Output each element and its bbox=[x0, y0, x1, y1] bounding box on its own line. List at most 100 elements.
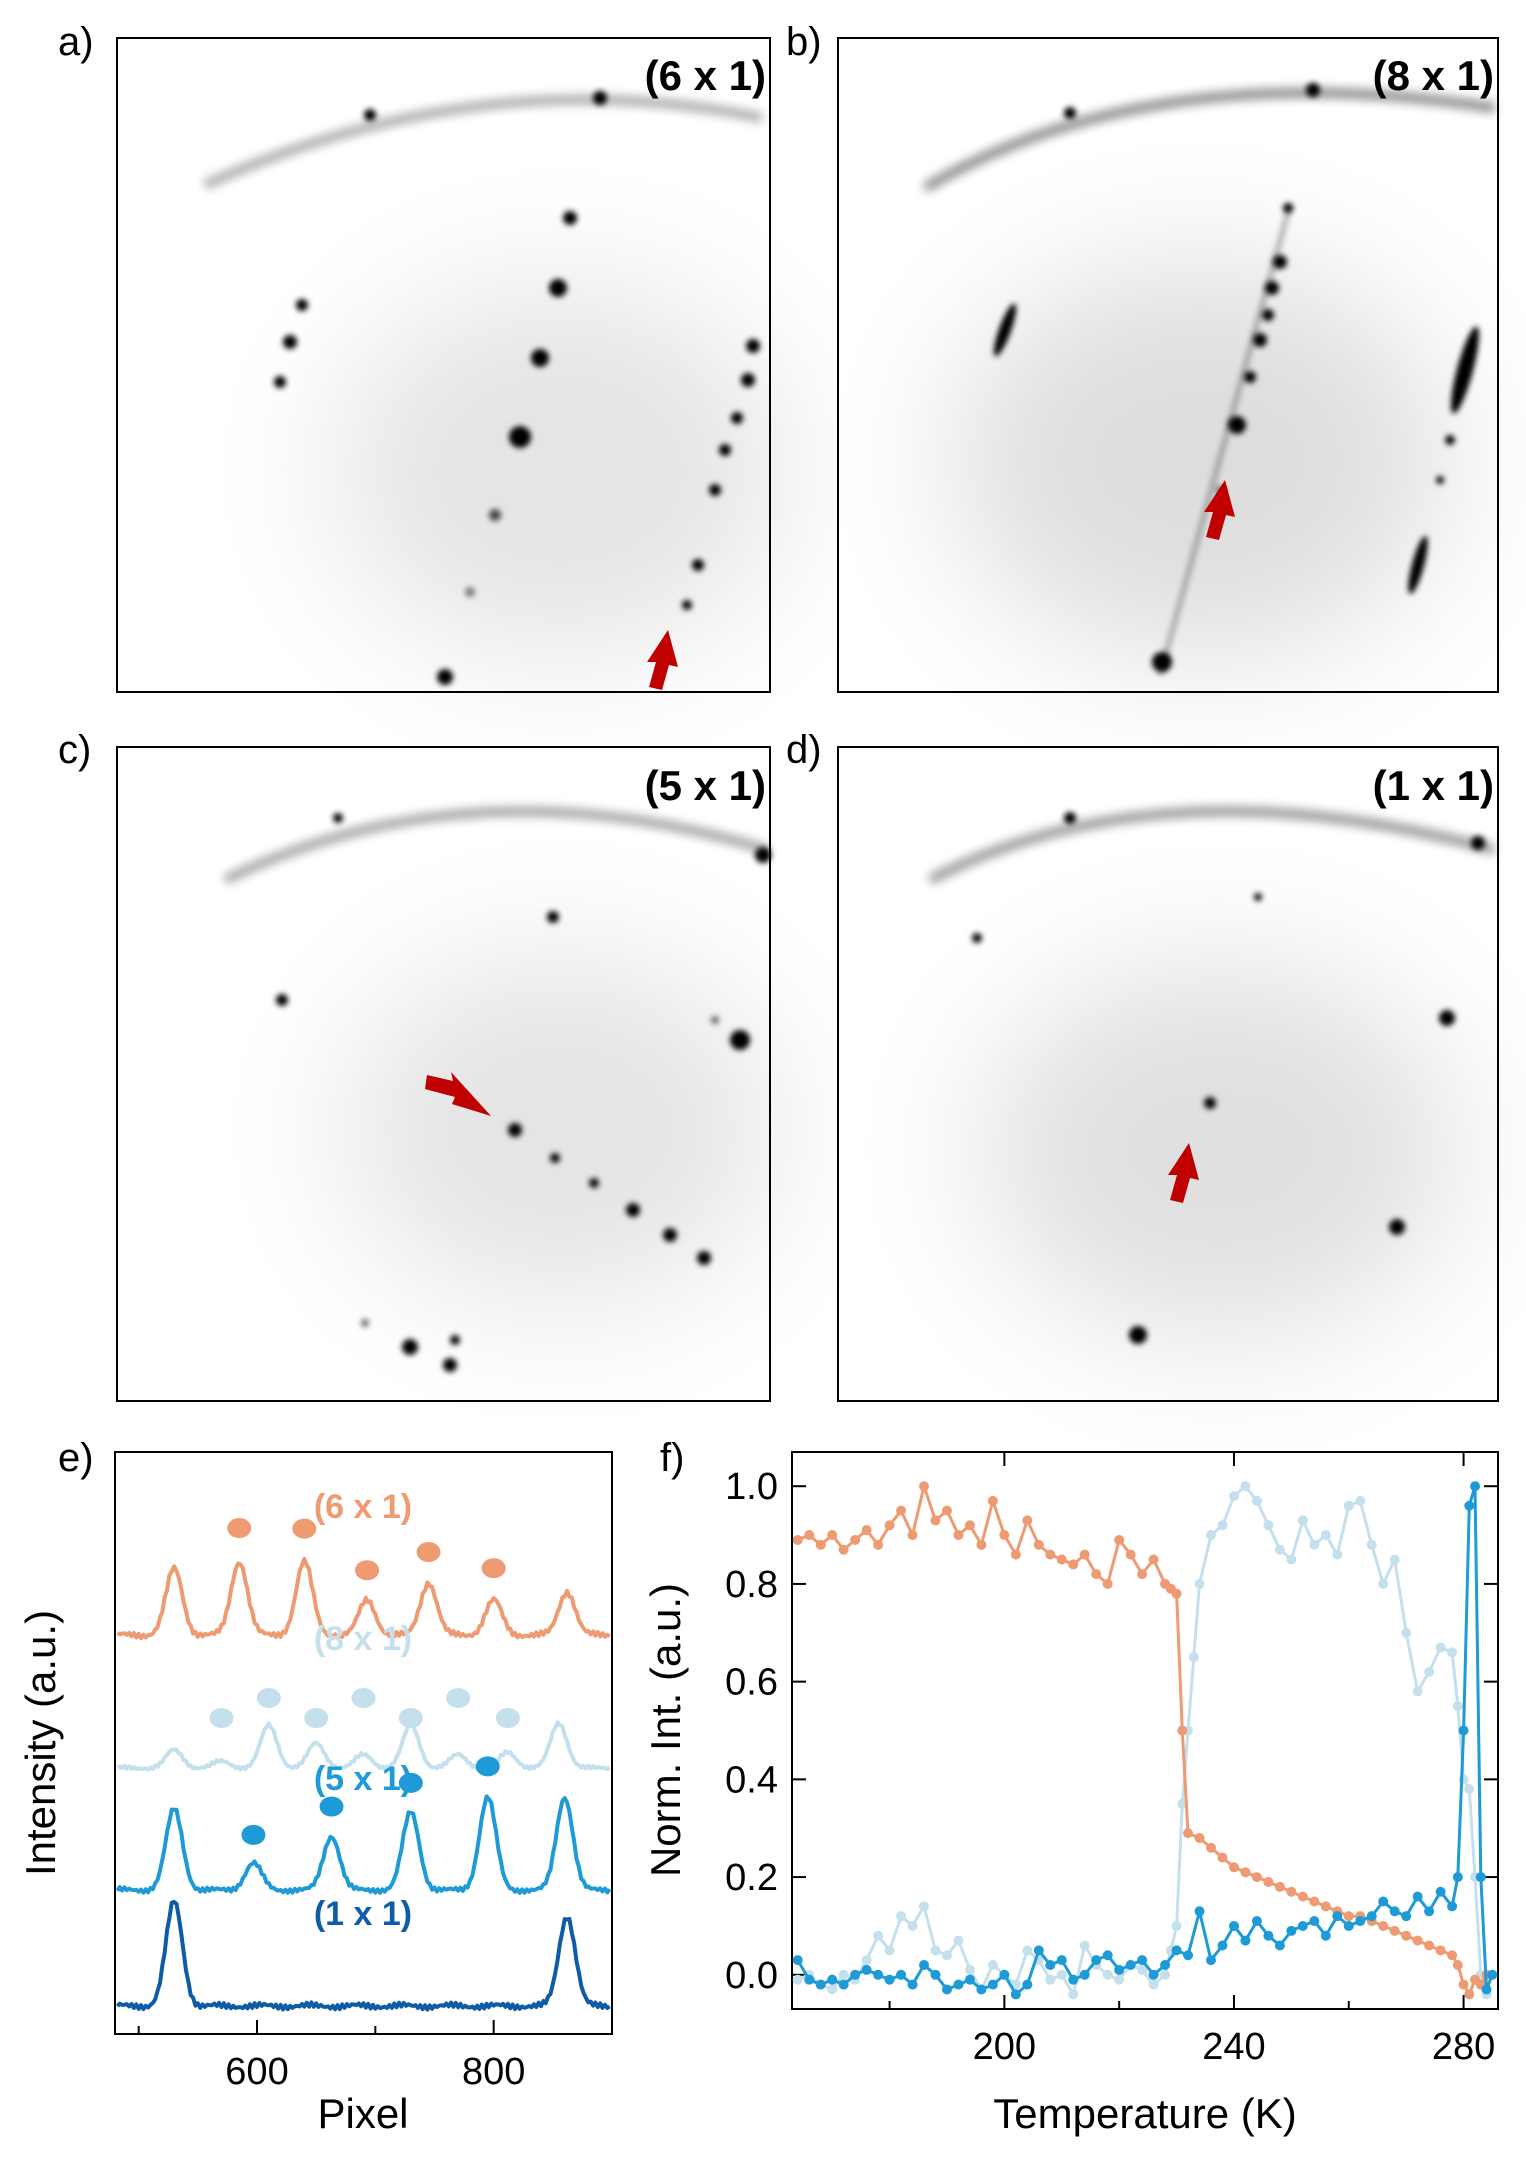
data-point-f-0-11 bbox=[919, 1481, 930, 1492]
data-point-f-0-59 bbox=[1447, 1950, 1458, 1961]
data-point-f-1-25 bbox=[1079, 1940, 1090, 1951]
data-point-f-1-59 bbox=[1435, 1642, 1446, 1653]
data-point-f-0-56 bbox=[1412, 1935, 1423, 1946]
series-label-e-2: (5 x 1) bbox=[314, 1760, 412, 1798]
leed-panel-a: a) (6 x 1) bbox=[58, 20, 790, 693]
data-point-f-1-15 bbox=[964, 1964, 975, 1975]
data-point-f-1-46 bbox=[1286, 1554, 1297, 1565]
data-point-f-2-27 bbox=[1102, 1950, 1113, 1961]
data-point-f-2-21 bbox=[1033, 1945, 1044, 1956]
series-label-e-0: (6 x 1) bbox=[314, 1488, 412, 1526]
data-point-f-1-3 bbox=[827, 1984, 838, 1995]
data-point-f-1-17 bbox=[987, 1960, 998, 1971]
data-point-f-0-26 bbox=[1091, 1569, 1102, 1580]
panel-tag-a: (6 x 1) bbox=[645, 52, 766, 99]
plot-frame-f bbox=[791, 1451, 1499, 2010]
data-point-f-1-0 bbox=[792, 1974, 803, 1985]
data-point-f-1-6 bbox=[861, 1955, 872, 1966]
panel-tag-c: (5 x 1) bbox=[645, 762, 766, 809]
data-point-f-1-43 bbox=[1251, 1495, 1262, 1506]
data-point-f-2-45 bbox=[1309, 1916, 1320, 1927]
data-point-f-2-64 bbox=[1487, 1969, 1498, 1980]
data-point-f-2-15 bbox=[964, 1974, 975, 1985]
data-point-f-1-14 bbox=[953, 1935, 964, 1946]
data-point-f-0-21 bbox=[1033, 1539, 1044, 1550]
series-line-e-1 bbox=[116, 1720, 611, 1772]
data-point-f-2-35 bbox=[1194, 1906, 1205, 1917]
data-point-f-0-48 bbox=[1320, 1901, 1331, 1912]
y-tick-label-f-0.4: 0.4 bbox=[725, 1759, 778, 1801]
data-point-f-1-13 bbox=[941, 1950, 952, 1961]
data-point-f-1-55 bbox=[1389, 1554, 1400, 1565]
x-tick-label-f-240: 240 bbox=[1202, 2026, 1265, 2068]
y-tick-label-f-0.2: 0.2 bbox=[725, 1857, 778, 1899]
data-point-f-2-28 bbox=[1114, 1964, 1125, 1975]
peak-marker-e-0-4 bbox=[481, 1558, 506, 1579]
peak-marker-e-1-3 bbox=[351, 1688, 376, 1708]
data-point-f-2-44 bbox=[1297, 1920, 1308, 1931]
y-axis-label-f: Norm. Int. (a.u.) bbox=[642, 1583, 689, 1877]
data-point-f-0-23 bbox=[1056, 1554, 1067, 1565]
data-point-f-0-18 bbox=[999, 1530, 1010, 1541]
data-point-f-2-60 bbox=[1464, 1500, 1475, 1511]
data-point-f-1-57 bbox=[1412, 1686, 1423, 1697]
data-point-f-0-54 bbox=[1389, 1925, 1400, 1936]
data-point-f-1-24 bbox=[1068, 1989, 1079, 2000]
data-point-f-2-25 bbox=[1079, 1969, 1090, 1980]
leed-image-a bbox=[203, 91, 790, 685]
data-point-f-0-12 bbox=[930, 1515, 941, 1526]
peak-marker-e-1-2 bbox=[304, 1708, 329, 1728]
data-point-f-0-38 bbox=[1206, 1842, 1217, 1853]
data-point-f-0-53 bbox=[1378, 1920, 1389, 1931]
data-point-f-1-34 bbox=[1171, 1920, 1182, 1931]
data-point-f-2-4 bbox=[838, 1979, 849, 1990]
data-point-f-1-23 bbox=[1056, 1969, 1067, 1980]
data-point-f-2-42 bbox=[1274, 1940, 1285, 1951]
data-point-f-2-59 bbox=[1458, 1725, 1469, 1736]
data-point-f-2-23 bbox=[1056, 1955, 1067, 1966]
peak-marker-e-1-4 bbox=[398, 1708, 423, 1728]
data-point-f-2-61 bbox=[1470, 1481, 1481, 1492]
y-tick-label-f-0.8: 0.8 bbox=[725, 1564, 778, 1606]
data-point-f-0-13 bbox=[941, 1505, 952, 1516]
series-line-e-3 bbox=[115, 1900, 611, 2012]
data-point-f-2-39 bbox=[1240, 1935, 1251, 1946]
series-label-e-1: (8 x 1) bbox=[314, 1620, 412, 1658]
x-tick-label-f-280: 280 bbox=[1432, 2026, 1495, 2068]
leed-panel-d: d) (1 x 1) bbox=[786, 728, 1499, 1402]
data-point-f-1-45 bbox=[1274, 1544, 1285, 1555]
x-tick-label-e-800: 800 bbox=[462, 2051, 525, 2093]
data-point-f-1-56 bbox=[1401, 1627, 1412, 1638]
arrow-a bbox=[647, 630, 678, 690]
data-point-f-0-5 bbox=[850, 1534, 861, 1545]
data-point-f-1-48 bbox=[1309, 1539, 1320, 1550]
peak-marker-e-1-0 bbox=[209, 1708, 234, 1728]
data-point-f-0-9 bbox=[896, 1505, 907, 1516]
data-point-f-0-2 bbox=[815, 1539, 826, 1550]
x-axis-e: 600 800 bbox=[137, 2020, 613, 2093]
arrow-d bbox=[1168, 1143, 1199, 1203]
series-line-e-2 bbox=[115, 1794, 612, 1895]
data-point-f-1-40 bbox=[1217, 1520, 1228, 1531]
data-point-f-1-20 bbox=[1022, 1945, 1033, 1956]
data-point-f-0-42 bbox=[1251, 1872, 1262, 1883]
data-point-f-0-27 bbox=[1102, 1578, 1113, 1589]
data-point-f-0-57 bbox=[1424, 1940, 1435, 1951]
data-point-f-1-47 bbox=[1297, 1515, 1308, 1526]
panel-label-b: b) bbox=[786, 20, 822, 64]
data-point-f-2-8 bbox=[884, 1974, 895, 1985]
data-point-f-2-10 bbox=[907, 1979, 918, 1990]
data-point-f-2-26 bbox=[1091, 1955, 1102, 1966]
data-point-f-0-61 bbox=[1458, 1979, 1469, 1990]
data-point-f-1-58 bbox=[1424, 1666, 1435, 1677]
chart-panel-f: f) 200 240 280 0.0 0.2 0.4 0.6 0.8 1.0 Temperatu… bbox=[642, 1436, 1499, 2137]
data-point-f-2-7 bbox=[873, 1969, 884, 1980]
peak-marker-e-2-1 bbox=[319, 1796, 344, 1817]
data-point-f-0-16 bbox=[976, 1539, 987, 1550]
data-point-f-2-33 bbox=[1171, 1945, 1182, 1956]
data-point-f-0-8 bbox=[884, 1520, 895, 1531]
data-point-f-0-4 bbox=[838, 1544, 849, 1555]
peak-marker-e-2-0 bbox=[241, 1824, 266, 1845]
data-point-f-2-17 bbox=[987, 1979, 998, 1990]
arrow-c bbox=[425, 1072, 491, 1116]
